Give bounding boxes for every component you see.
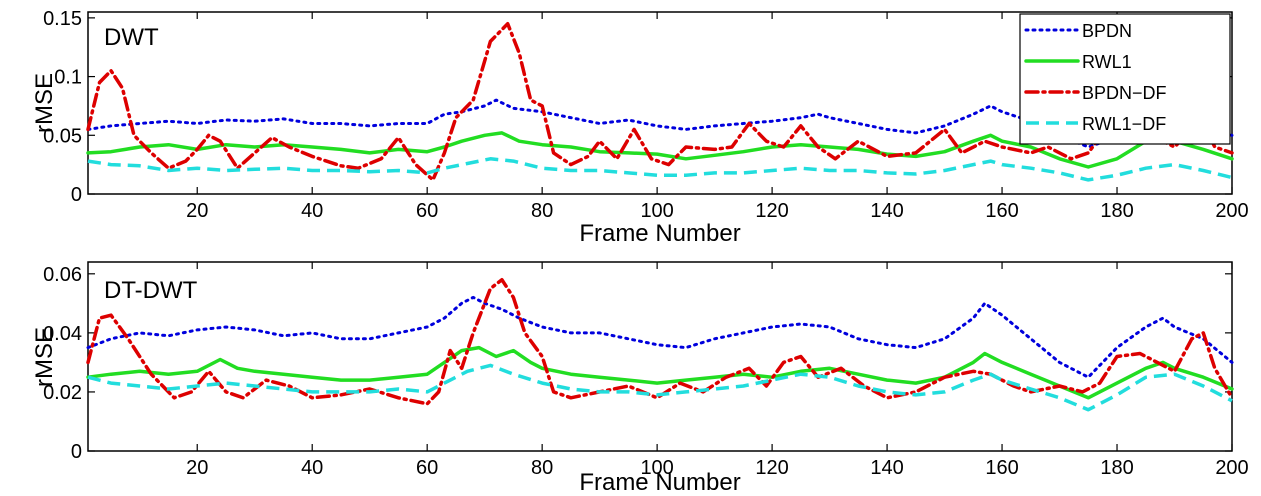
x-tick-label-dt-dwt-200: 200 — [1215, 457, 1248, 479]
series-line-dwt-rwl1-df — [87, 157, 1233, 182]
legend-label-bpdn: BPDN — [1082, 21, 1132, 41]
axis-ticks-dwt: 20 40 60 80 100 120 140 160 180 200 0 0.05 0.1 0.15 — [43, 8, 1249, 222]
y-tick-label-dwt-0: 0 — [71, 184, 82, 206]
axes-box-dt-dwt — [87, 261, 1233, 452]
x-tick-label-dt-dwt-120: 120 — [755, 457, 788, 479]
x-tick-label-dwt-100: 100 — [640, 200, 673, 222]
legend: BPDN RWL1 BPDN−DF RWL1−DF — [1019, 13, 1231, 145]
panel-label-dwt: DWT — [104, 24, 159, 51]
legend-entry-bpdn-df: BPDN−DF — [1024, 83, 1167, 103]
panel-dwt: 20 40 60 80 100 120 140 160 180 200 0 0.05 0.1 0.15 D… — [31, 8, 1249, 247]
y-tick-label-dwt-3: 0.15 — [43, 8, 82, 30]
legend-entry-rwl1: RWL1 — [1024, 52, 1132, 72]
x-tick-label-dwt-60: 60 — [416, 200, 438, 222]
x-tick-label-dt-dwt-160: 160 — [985, 457, 1018, 479]
series-group-dwt — [86, 21, 1234, 182]
y-tick-label-dt-dwt-2: 0.04 — [43, 323, 82, 345]
series-line-dt-dwt-rwl1 — [86, 345, 1234, 400]
legend-label-rwl1: RWL1 — [1082, 52, 1132, 72]
x-tick-label-dt-dwt-40: 40 — [301, 457, 323, 479]
x-tick-label-dwt-120: 120 — [755, 200, 788, 222]
x-tick-label-dt-dwt-80: 80 — [531, 457, 553, 479]
x-tick-label-dwt-160: 160 — [985, 200, 1018, 222]
legend-label-rwl1-df: RWL1−DF — [1082, 114, 1166, 134]
legend-entry-rwl1-df: RWL1−DF — [1026, 114, 1166, 134]
x-tick-label-dwt-140: 140 — [870, 200, 903, 222]
x-tick-label-dt-dwt-60: 60 — [416, 457, 438, 479]
y-tick-label-dt-dwt-3: 0.06 — [43, 264, 82, 286]
x-axis-label-dt-dwt: Frame Number — [579, 469, 740, 496]
x-tick-label-dt-dwt-20: 20 — [186, 457, 208, 479]
series-line-dt-dwt-rwl1-df — [87, 363, 1233, 412]
y-tick-label-dwt-2: 0.1 — [54, 67, 82, 89]
panel-label-dt-dwt: DT-DWT — [104, 277, 198, 304]
x-axis-label-dwt: Frame Number — [579, 220, 740, 247]
axis-ticks-dt-dwt: 20 40 60 80 100 120 140 160 180 200 0 0.02 0.04 0.06 — [43, 262, 1249, 479]
y-tick-label-dwt-1: 0.05 — [43, 125, 82, 147]
panel-dt-dwt: 20 40 60 80 100 120 140 160 180 20000.020.040.06 … — [31, 261, 1249, 496]
legend-entry-bpdn: BPDN — [1024, 21, 1132, 41]
x-tick-label-dt-dwt-100: 100 — [640, 457, 673, 479]
legend-label-bpdn-df: BPDN−DF — [1082, 83, 1167, 103]
x-tick-label-dt-dwt-140: 140 — [870, 457, 903, 479]
series-group-dt-dwt — [86, 277, 1234, 412]
y-tick-label-dt-dwt-0: 0 — [71, 441, 82, 463]
y-tick-label-dt-dwt-1: 0.02 — [43, 382, 82, 404]
x-tick-label-dwt-200: 200 — [1215, 200, 1248, 222]
x-tick-label-dwt-20: 20 — [186, 200, 208, 222]
y-axis-label-dwt: rMSE — [31, 73, 58, 133]
y-axis-label-dt-dwt: rMSE — [31, 327, 58, 387]
series-line-dt-dwt-bpdn — [86, 295, 1234, 379]
x-tick-label-dwt-80: 80 — [531, 200, 553, 222]
x-tick-label-dwt-180: 180 — [1100, 200, 1133, 222]
series-line-dwt-bpdn-df — [86, 21, 1234, 182]
x-tick-label-dwt-40: 40 — [301, 200, 323, 222]
x-tick-label-dt-dwt-180: 180 — [1100, 457, 1133, 479]
series-line-dwt-rwl1 — [86, 131, 1234, 169]
